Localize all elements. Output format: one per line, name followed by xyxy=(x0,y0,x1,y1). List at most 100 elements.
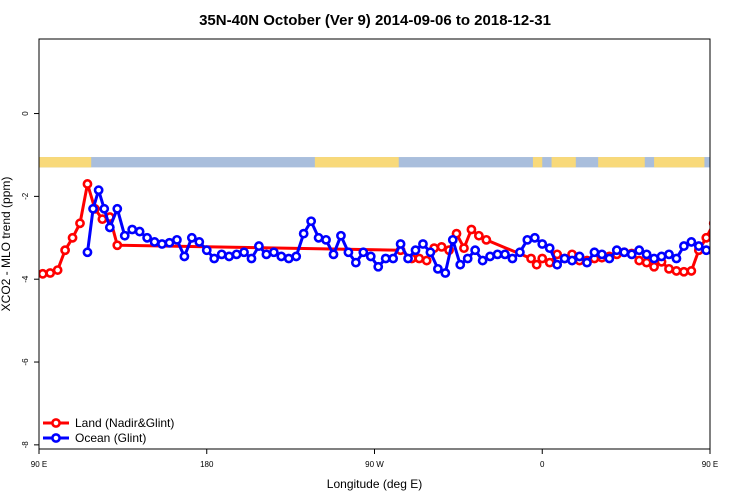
land-band xyxy=(598,157,645,168)
data-point xyxy=(239,247,249,258)
plot-frame xyxy=(38,38,711,450)
data-point xyxy=(134,226,145,237)
data-point xyxy=(529,232,540,243)
x-tick-label: 180 xyxy=(200,460,214,469)
land-band xyxy=(654,157,705,168)
land-ocean-bar xyxy=(39,157,710,168)
data-point xyxy=(186,232,197,243)
data-point xyxy=(45,268,56,278)
data-point xyxy=(104,222,115,233)
data-point xyxy=(149,237,160,247)
data-point xyxy=(740,224,747,231)
data-point xyxy=(358,247,369,258)
data-point xyxy=(291,251,302,262)
data-point xyxy=(75,218,85,229)
data-point xyxy=(492,249,503,260)
data-point xyxy=(701,245,710,256)
data-point xyxy=(470,245,481,256)
data-point xyxy=(718,205,725,212)
data-point xyxy=(88,203,98,214)
data-point xyxy=(414,253,425,264)
data-point xyxy=(395,239,406,249)
data-point xyxy=(283,253,294,264)
data-point xyxy=(216,249,227,260)
x-axis: 90 E 180 90 W 0 90 E xyxy=(31,449,718,469)
data-point xyxy=(67,232,78,243)
data-point xyxy=(194,237,205,247)
data-point xyxy=(380,253,391,264)
y-tick-label: -8 xyxy=(21,441,30,449)
data-point xyxy=(261,249,272,260)
data-point xyxy=(664,249,674,260)
data-point xyxy=(477,255,488,266)
data-point xyxy=(201,245,212,256)
data-point xyxy=(365,251,376,262)
data-point xyxy=(39,268,48,279)
data-point xyxy=(112,203,123,214)
data-point xyxy=(157,239,167,249)
data-point xyxy=(485,251,495,262)
series-layer xyxy=(39,179,747,279)
land-band xyxy=(532,157,543,168)
data-point xyxy=(436,241,447,252)
y-axis-label: XCO2 - MLO trend (ppm) xyxy=(0,177,13,312)
y-tick-label: -4 xyxy=(21,275,30,283)
data-point xyxy=(127,224,138,235)
data-point xyxy=(459,243,469,254)
legend-swatch-marker xyxy=(51,433,61,443)
x-tick-label: 90 W xyxy=(365,460,384,469)
data-point xyxy=(246,253,257,264)
data-point xyxy=(619,247,630,258)
data-point xyxy=(567,255,577,266)
y-tick-label: -6 xyxy=(21,358,30,366)
data-point xyxy=(336,230,346,241)
data-point xyxy=(328,249,339,260)
data-point xyxy=(725,205,732,212)
data-point xyxy=(544,257,555,268)
data-point xyxy=(254,241,264,251)
chart-title: 35N-40N October (Ver 9) 2014-09-06 to 20… xyxy=(199,12,551,29)
data-point xyxy=(82,179,93,189)
data-point xyxy=(224,251,235,262)
data-point xyxy=(410,245,421,256)
data-point xyxy=(732,205,739,212)
data-point xyxy=(708,249,710,256)
data-point xyxy=(732,216,739,223)
data-point xyxy=(388,253,399,264)
data-point xyxy=(611,245,622,256)
data-point xyxy=(432,263,443,274)
legend-label: Ocean (Glint) xyxy=(75,431,146,445)
data-point xyxy=(574,251,585,262)
data-point xyxy=(93,185,104,196)
data-point xyxy=(343,247,354,258)
data-point xyxy=(649,261,659,272)
data-point xyxy=(537,253,548,264)
data-point xyxy=(634,245,645,256)
legend: Land (Nadir&Glint)Ocean (Glint) xyxy=(43,416,174,445)
data-point xyxy=(231,249,242,260)
data-point xyxy=(60,245,70,256)
data-point xyxy=(462,253,473,264)
data-point xyxy=(99,203,110,214)
data-point xyxy=(112,240,123,251)
data-point xyxy=(582,257,592,268)
data-point xyxy=(641,249,652,260)
y-tick-label: 0 xyxy=(21,111,30,116)
x-tick-label: 90 E xyxy=(31,460,47,469)
legend-label: Land (Nadir&Glint) xyxy=(75,416,174,430)
data-point xyxy=(531,259,542,270)
y-tick-label: -2 xyxy=(21,192,30,200)
data-point xyxy=(321,234,331,245)
data-point xyxy=(671,253,682,264)
data-point xyxy=(473,230,484,241)
data-point xyxy=(634,255,645,266)
data-point xyxy=(373,261,384,272)
data-point xyxy=(559,253,570,264)
data-point xyxy=(97,214,108,225)
legend-item: Ocean (Glint) xyxy=(43,431,146,445)
x-tick-label: 90 E xyxy=(702,460,718,469)
y-axis: 0 -2 -4 -6 -8 xyxy=(21,111,39,449)
data-point xyxy=(313,232,324,243)
series-ocean xyxy=(82,185,747,278)
data-point xyxy=(686,266,697,276)
